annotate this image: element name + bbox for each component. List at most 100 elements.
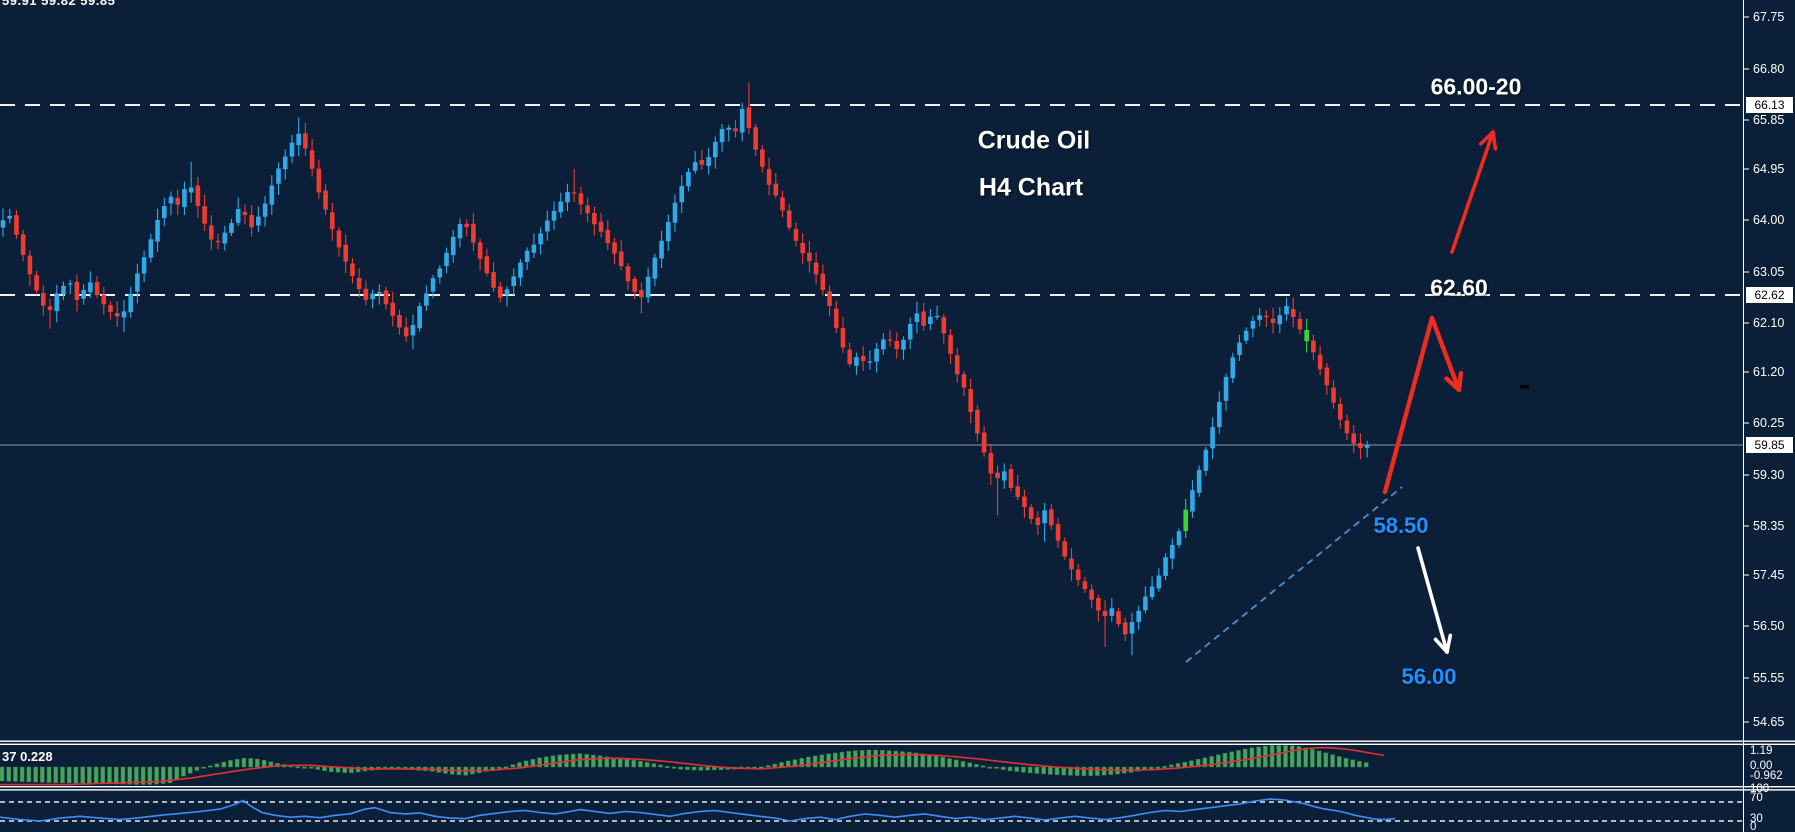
candle-body [739, 108, 745, 133]
macd-histogram-bar [483, 766, 489, 772]
white-down-arrow[interactable] [1416, 546, 1449, 654]
candle-body [833, 308, 839, 328]
candle-body [1042, 510, 1047, 524]
candle-body [1163, 557, 1168, 576]
red-zigzag-arrow[interactable] [1382, 315, 1462, 495]
red-up-arrow-head [1491, 130, 1498, 151]
candle-body [282, 156, 288, 170]
red-up-arrow[interactable] [1450, 130, 1495, 254]
macd-histogram-bar [886, 750, 892, 768]
candle-body [1358, 443, 1363, 449]
macd-histogram-bar [987, 766, 993, 769]
candle-body [901, 339, 906, 350]
candle-body [377, 292, 382, 294]
macd-histogram-bar [584, 754, 589, 768]
macd-histogram-bar [73, 766, 79, 784]
candle-body [444, 252, 449, 266]
candle-body [336, 230, 342, 248]
candle-body [1122, 622, 1128, 635]
macd-histogram-bar [967, 762, 972, 768]
candle-body [155, 220, 160, 242]
candle-body [27, 255, 33, 275]
ascending-trendline[interactable] [1185, 486, 1403, 663]
candle-body [585, 205, 590, 214]
macd-histogram-bar [100, 766, 106, 784]
macd-histogram-bar [80, 766, 85, 784]
macd-histogram-bar [1041, 766, 1046, 775]
candle-body [249, 214, 254, 228]
macd-histogram-bar [1202, 757, 1208, 768]
candle-body [934, 315, 940, 318]
candle-body [61, 285, 66, 295]
candle-body [968, 389, 973, 412]
macd-histogram-bar [1303, 747, 1308, 768]
macd-histogram-bar [638, 760, 643, 768]
candle-body [746, 107, 752, 128]
macd-histogram-bar [1068, 766, 1073, 776]
candle-body [1290, 309, 1296, 318]
macd-histogram-bar [819, 754, 825, 768]
candle-body [235, 209, 241, 223]
candle-body [41, 293, 46, 306]
macd-histogram-bar [107, 766, 112, 785]
candle-body [558, 201, 564, 213]
candle-body [1270, 318, 1276, 323]
macd-histogram-bar [1316, 750, 1322, 768]
macd-histogram-bar [241, 757, 247, 768]
candle-body [0, 220, 6, 228]
macd-histogram-bar [13, 766, 18, 782]
candle-body [1149, 586, 1155, 598]
candle-body [54, 293, 60, 312]
macd-histogram-bar [799, 758, 804, 768]
candle-body [813, 262, 819, 275]
macd-histogram-bar [60, 766, 65, 784]
candle-body [497, 286, 503, 298]
macd-histogram-bar [1135, 766, 1140, 772]
macd-histogram-bar [46, 766, 52, 783]
macd-histogram-bar [940, 757, 946, 768]
macd-histogram-bar [1054, 766, 1060, 776]
candle-body [1210, 427, 1215, 449]
candle-body [222, 232, 228, 244]
candle-body [632, 278, 637, 292]
panel-separator [0, 786, 1795, 788]
candle-body [571, 192, 577, 194]
candle-body [921, 311, 926, 326]
macd-histogram-bar [315, 766, 321, 770]
macd-histogram-bar [1148, 766, 1154, 770]
candle-body [618, 251, 624, 267]
macd-histogram-bar [765, 765, 771, 768]
candle-body [551, 210, 557, 221]
candle-body [605, 229, 611, 244]
candle-body [524, 250, 530, 262]
macd-histogram-bar [698, 766, 704, 771]
candle-body [477, 242, 483, 259]
candle-body [1129, 622, 1135, 634]
macd-histogram-bar [26, 766, 32, 783]
macd-histogram-bar [604, 756, 610, 768]
candle-body [1001, 471, 1007, 481]
candle-body [511, 276, 517, 286]
candle-body [370, 293, 375, 300]
macd-histogram-bar [1034, 766, 1040, 774]
candle-body [1136, 610, 1141, 623]
candle-body [148, 239, 154, 258]
candle-body [733, 128, 738, 132]
candle-body [988, 453, 994, 474]
candle-body [309, 150, 315, 169]
candle-body [907, 324, 913, 340]
candle-body [397, 315, 402, 328]
macd-histogram-bar [960, 761, 966, 768]
candle-body [686, 171, 691, 187]
candle-body [1264, 315, 1269, 318]
candle-body [1156, 575, 1162, 589]
candle-body [753, 127, 758, 150]
candle-body [1311, 340, 1316, 353]
candle-body [565, 192, 570, 203]
macd-histogram-bar [1229, 751, 1235, 768]
macd-histogram-bar [261, 759, 267, 768]
candle-body [329, 212, 335, 230]
macd-histogram-bar [167, 766, 173, 784]
macd-histogram-bar [1001, 766, 1006, 770]
